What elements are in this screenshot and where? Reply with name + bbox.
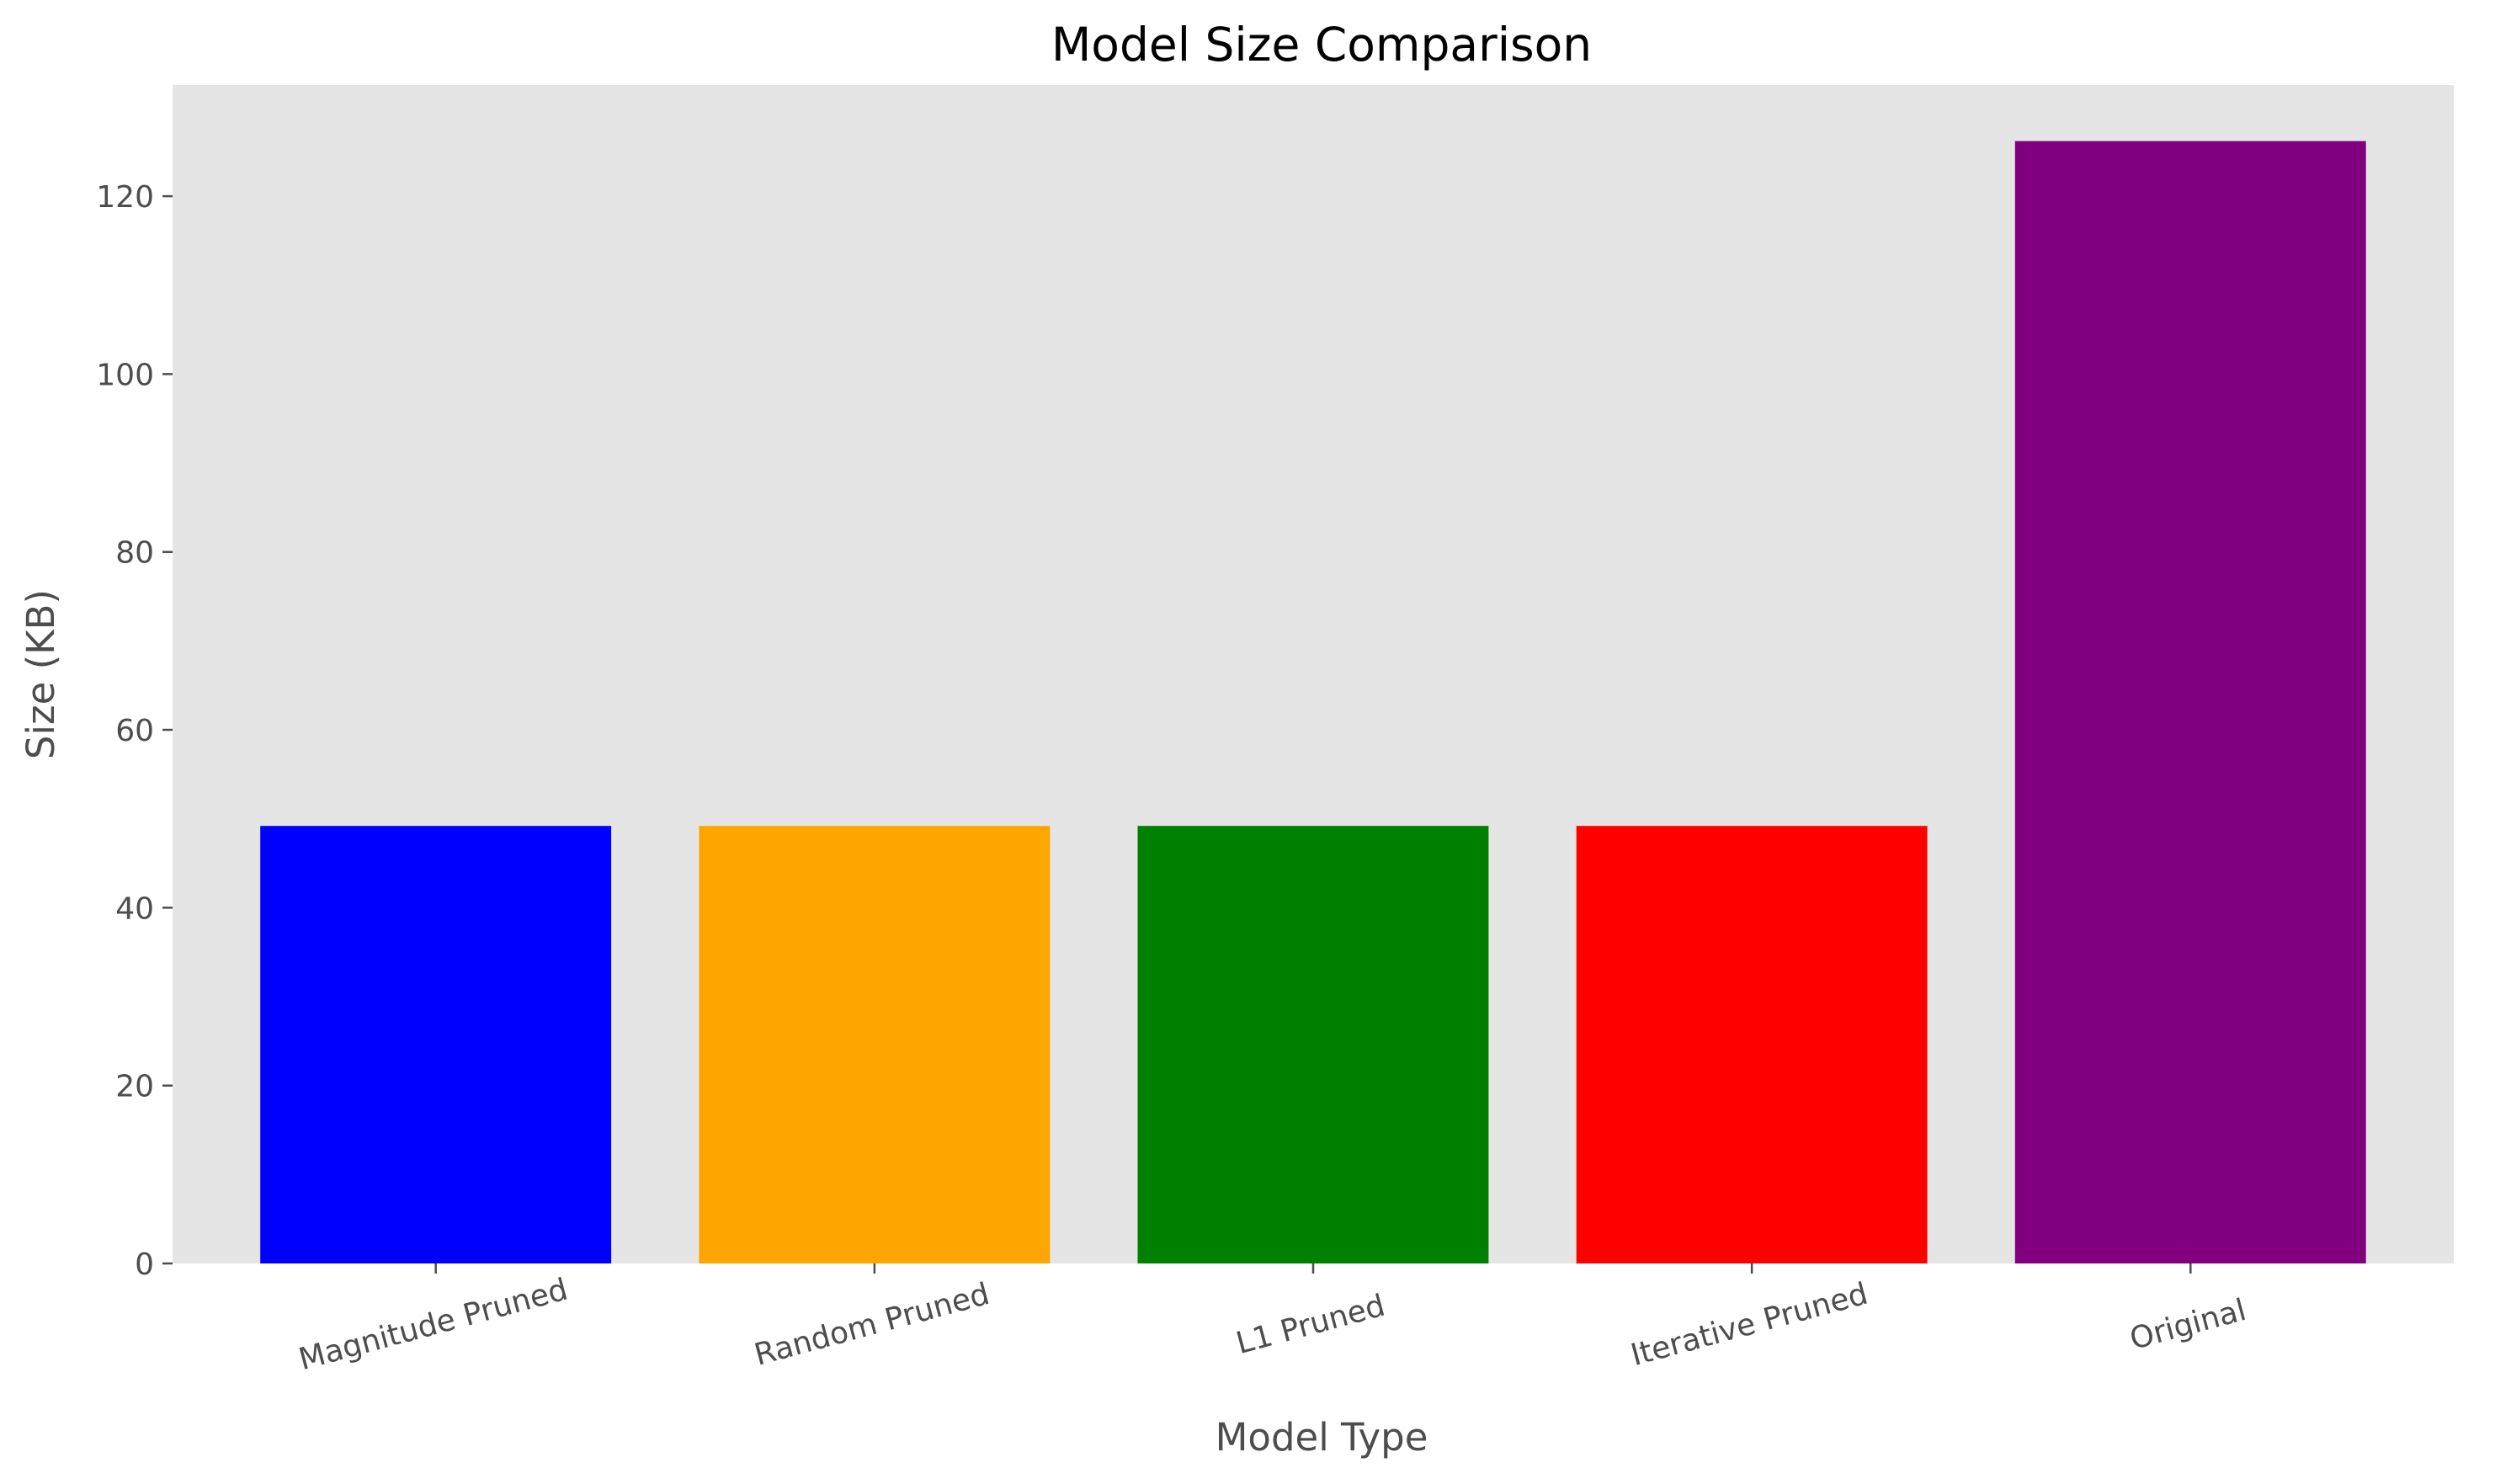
bar-magnitude-pruned [260, 826, 612, 1263]
bar-iterative-pruned [1576, 826, 1928, 1263]
bar-random-pruned [699, 826, 1051, 1263]
x-tick-label: Magnitude Pruned [295, 1273, 572, 1378]
bar-l1-pruned [1137, 826, 1489, 1263]
x-axis: Magnitude Pruned Random Pruned L1 Pruned It… [295, 1263, 2250, 1377]
chart-title: Model Size Comparison [1051, 18, 1592, 72]
y-tick-label: 20 [115, 1070, 154, 1104]
x-tick-label: Original [2126, 1293, 2250, 1357]
y-tick-label: 80 [115, 536, 154, 571]
x-tick-label: Random Pruned [751, 1277, 993, 1373]
x-tick-label: L1 Pruned [1232, 1289, 1388, 1361]
x-tick-label: Iterative Pruned [1627, 1277, 1871, 1373]
y-tick-label: 60 [115, 714, 154, 748]
x-axis-label: Model Type [1216, 1415, 1428, 1460]
bars-group [260, 141, 2366, 1264]
y-axis-label: Size (KB) [19, 589, 63, 759]
y-tick-label: 120 [96, 180, 154, 215]
y-tick-label: 40 [115, 891, 154, 926]
bar-original [2014, 141, 2366, 1264]
y-tick-label: 0 [135, 1247, 154, 1282]
y-axis: 0 20 40 60 80 100 120 [96, 180, 173, 1282]
y-tick-label: 100 [96, 358, 154, 392]
